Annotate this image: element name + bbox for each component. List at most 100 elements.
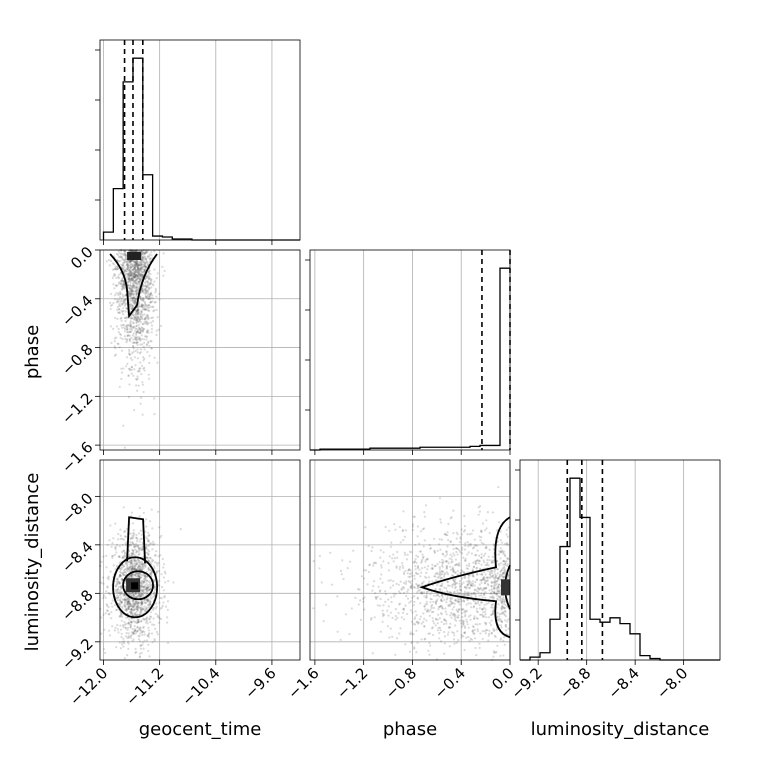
sample-point: [129, 266, 132, 269]
sample-point: [452, 605, 456, 609]
sample-point: [426, 565, 430, 568]
sample-point: [143, 321, 146, 324]
sample-point: [443, 575, 446, 578]
sample-point: [132, 347, 135, 350]
sample-point: [467, 593, 470, 596]
sample-point: [129, 325, 132, 328]
sample-point: [363, 596, 366, 599]
sample-point: [422, 545, 425, 548]
sample-point: [140, 304, 143, 307]
sample-point: [470, 606, 473, 609]
sample-point: [480, 592, 483, 595]
sample-point: [151, 527, 154, 530]
sample-point: [138, 370, 141, 373]
sample-point: [146, 331, 149, 334]
sample-point: [398, 568, 401, 571]
sample-point: [135, 319, 138, 322]
sample-point: [395, 637, 399, 640]
sample-point: [135, 630, 138, 634]
sample-point: [446, 590, 449, 593]
sample-point: [120, 309, 123, 312]
sample-point: [151, 641, 154, 644]
sample-point: [462, 620, 465, 623]
sample-point: [134, 327, 137, 330]
sample-point: [463, 529, 467, 532]
sample-point: [134, 279, 137, 283]
sample-point: [456, 630, 459, 633]
sample-point: [155, 277, 158, 280]
sample-point: [136, 331, 139, 334]
sample-point: [153, 301, 156, 304]
sample-point: [147, 286, 150, 289]
sample-point: [148, 287, 151, 290]
sample-point: [484, 573, 487, 576]
sample-point: [407, 569, 410, 572]
sample-point: [415, 629, 418, 632]
sample-point: [131, 298, 135, 301]
sample-point: [106, 604, 109, 607]
sample-point: [139, 262, 142, 265]
sample-point: [146, 616, 149, 619]
sample-point: [131, 344, 135, 348]
sample-point: [141, 574, 144, 577]
sample-point: [142, 271, 145, 274]
sample-point: [382, 614, 385, 618]
sample-point: [469, 618, 472, 621]
sample-point: [115, 325, 119, 328]
sample-point: [132, 338, 135, 341]
sample-point: [127, 607, 130, 611]
sample-point: [127, 632, 130, 635]
sample-point: [131, 265, 134, 268]
sample-point: [140, 266, 143, 269]
sample-point: [129, 266, 133, 269]
sample-point: [497, 586, 500, 589]
sample-point: [151, 283, 154, 286]
sample-point: [134, 275, 137, 278]
sample-point: [152, 284, 155, 287]
sample-point: [157, 328, 160, 331]
sample-point: [153, 638, 156, 641]
sample-point: [441, 552, 444, 555]
sample-point: [487, 639, 490, 642]
sample-point: [147, 297, 150, 300]
sample-point: [138, 277, 141, 280]
sample-point: [372, 562, 375, 565]
sample-point: [447, 562, 450, 565]
sample-point: [455, 599, 458, 602]
sample-point: [158, 621, 161, 624]
sample-point: [139, 339, 142, 342]
sample-point: [132, 603, 135, 606]
sample-point: [129, 292, 132, 295]
sample-point: [130, 372, 133, 375]
sample-point: [135, 288, 138, 291]
sample-point: [417, 572, 420, 576]
sample-point: [122, 313, 125, 316]
sample-point: [133, 629, 137, 632]
sample-point: [120, 303, 123, 306]
sample-point: [121, 264, 124, 267]
sample-point: [415, 614, 418, 617]
sample-point: [135, 310, 138, 313]
sample-point: [128, 291, 131, 294]
sample-point: [121, 349, 124, 352]
sample-point: [136, 370, 139, 373]
sample-point: [132, 280, 135, 283]
sample-point: [467, 567, 470, 570]
sample-point: [419, 550, 423, 553]
sample-point: [148, 253, 151, 256]
sample-point: [109, 259, 113, 262]
sample-point: [375, 596, 378, 599]
sample-point: [498, 613, 501, 616]
sample-point: [145, 296, 148, 299]
sample-point: [132, 299, 135, 302]
sample-point: [139, 343, 142, 346]
sample-point: [490, 559, 494, 562]
sample-point: [126, 263, 129, 266]
sample-point: [134, 250, 137, 253]
sample-point: [479, 632, 482, 635]
sample-point: [141, 259, 144, 262]
sample-point: [137, 564, 140, 568]
sample-point: [105, 260, 108, 263]
sample-point: [125, 307, 129, 310]
sample-point: [141, 633, 144, 637]
